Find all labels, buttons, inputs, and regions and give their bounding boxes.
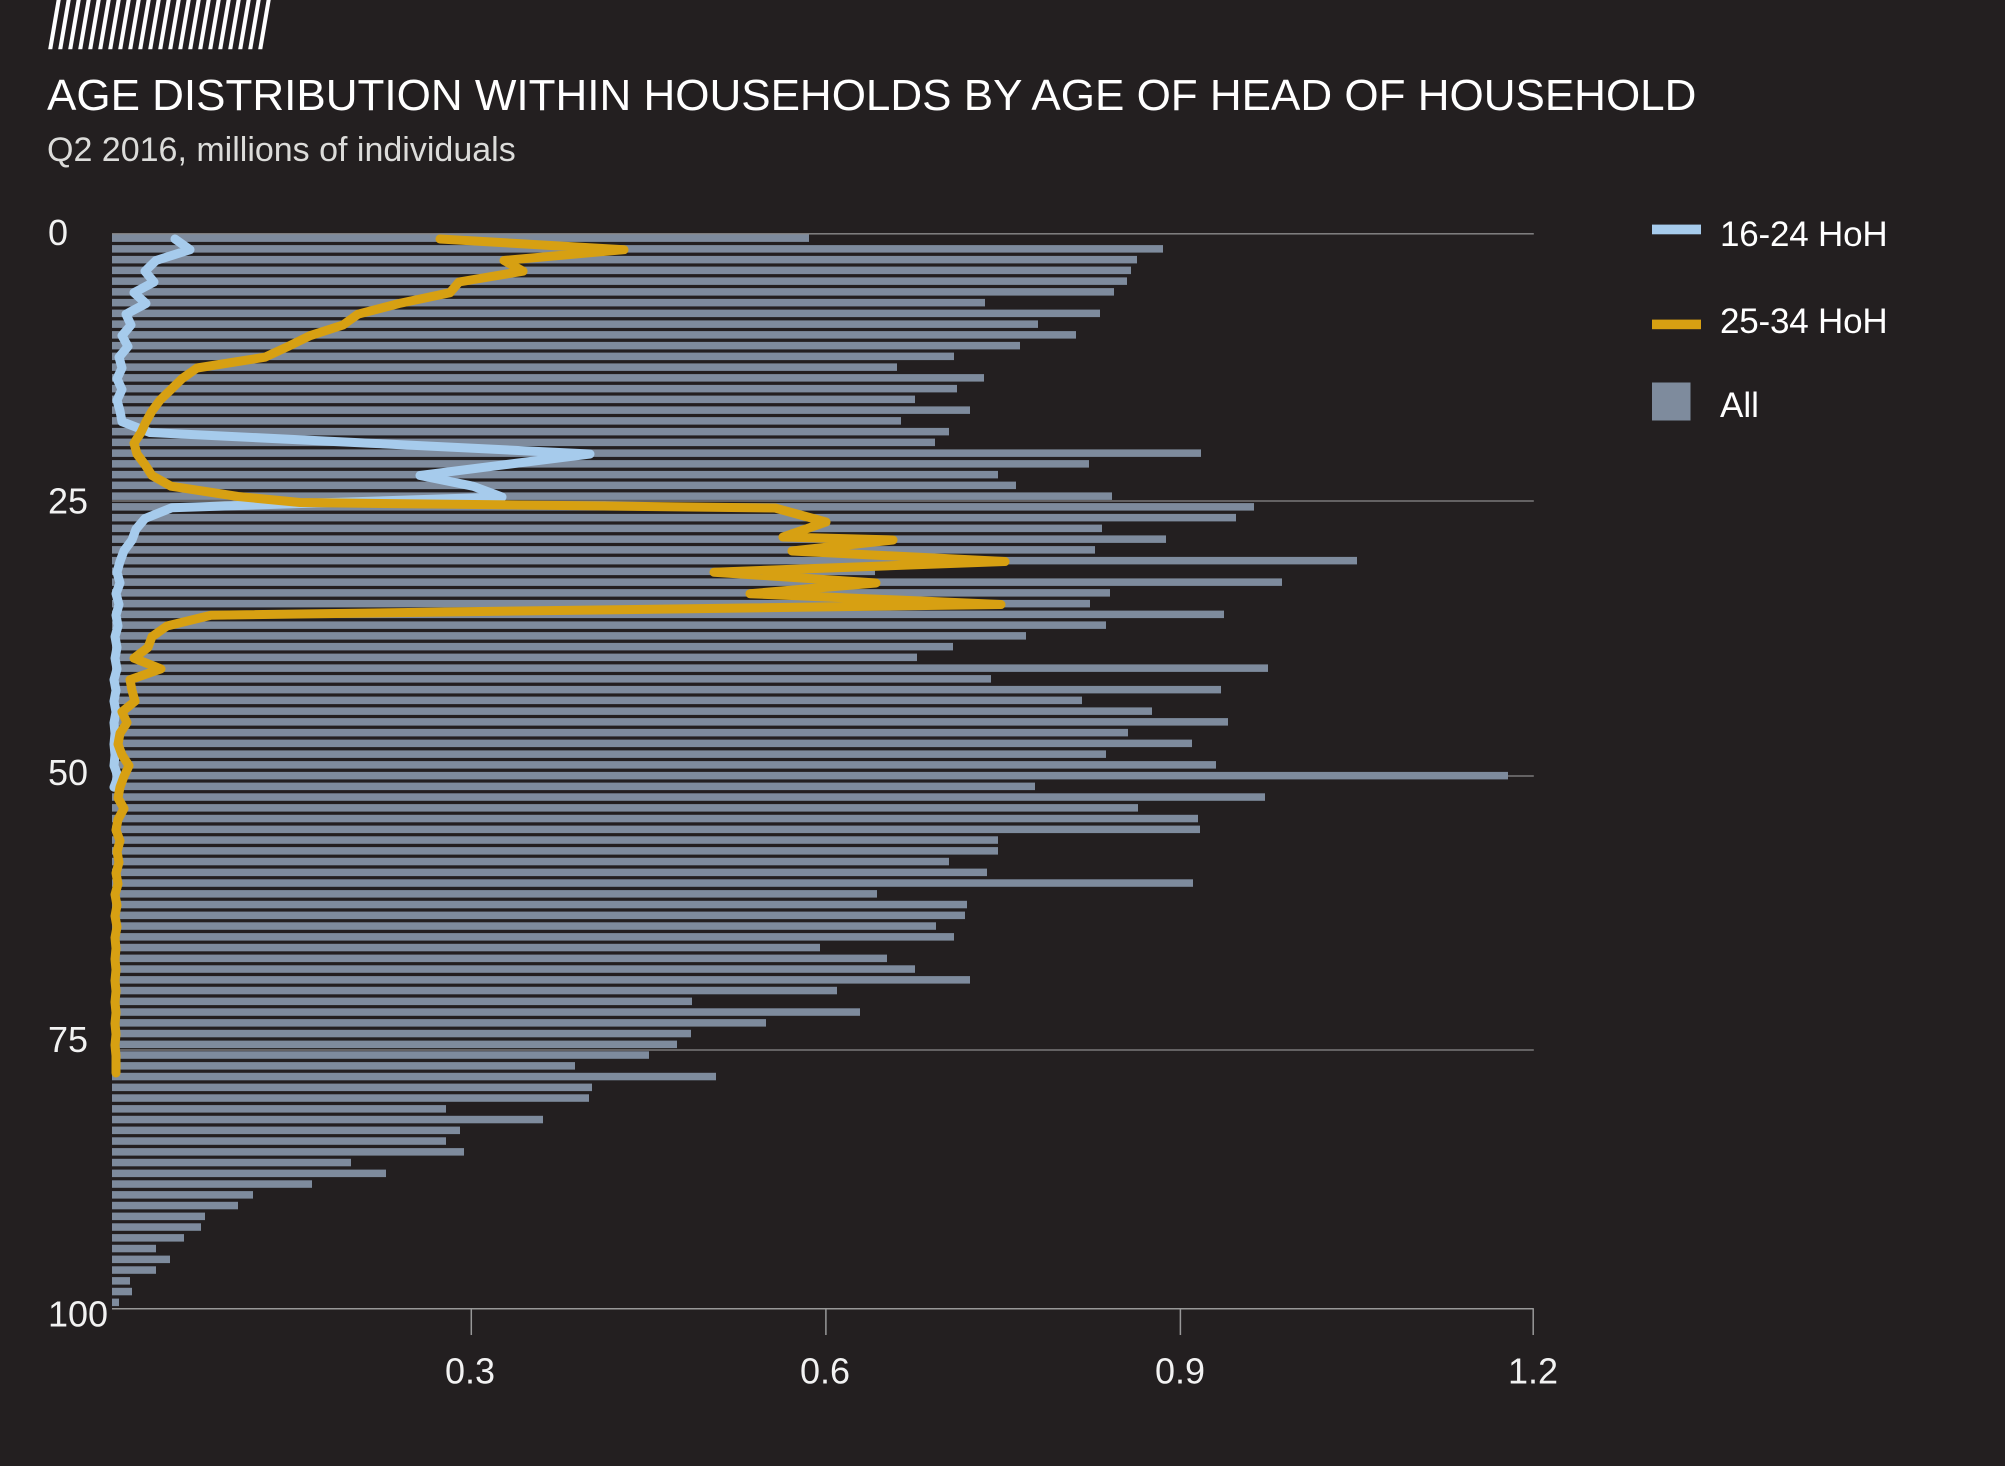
svg-text:75: 75 <box>48 1019 88 1060</box>
svg-text:0: 0 <box>48 212 68 253</box>
svg-text:25-34 HoH: 25-34 HoH <box>1720 302 1887 341</box>
svg-text:0.6: 0.6 <box>800 1351 850 1392</box>
svg-text:50: 50 <box>48 752 88 793</box>
svg-text:0.3: 0.3 <box>445 1351 495 1392</box>
svg-text:All: All <box>1720 386 1759 425</box>
svg-text:25: 25 <box>48 481 88 522</box>
svg-text:100: 100 <box>48 1294 108 1335</box>
svg-text:AGE DISTRIBUTION WITHIN HOUSEH: AGE DISTRIBUTION WITHIN HOUSEHOLDS BY AG… <box>47 71 1696 120</box>
svg-text:0.9: 0.9 <box>1155 1351 1205 1392</box>
svg-text:Q2 2016, millions of individua: Q2 2016, millions of individuals <box>47 131 516 169</box>
svg-text:16-24 HoH: 16-24 HoH <box>1720 215 1887 254</box>
svg-text:1.2: 1.2 <box>1508 1351 1558 1392</box>
